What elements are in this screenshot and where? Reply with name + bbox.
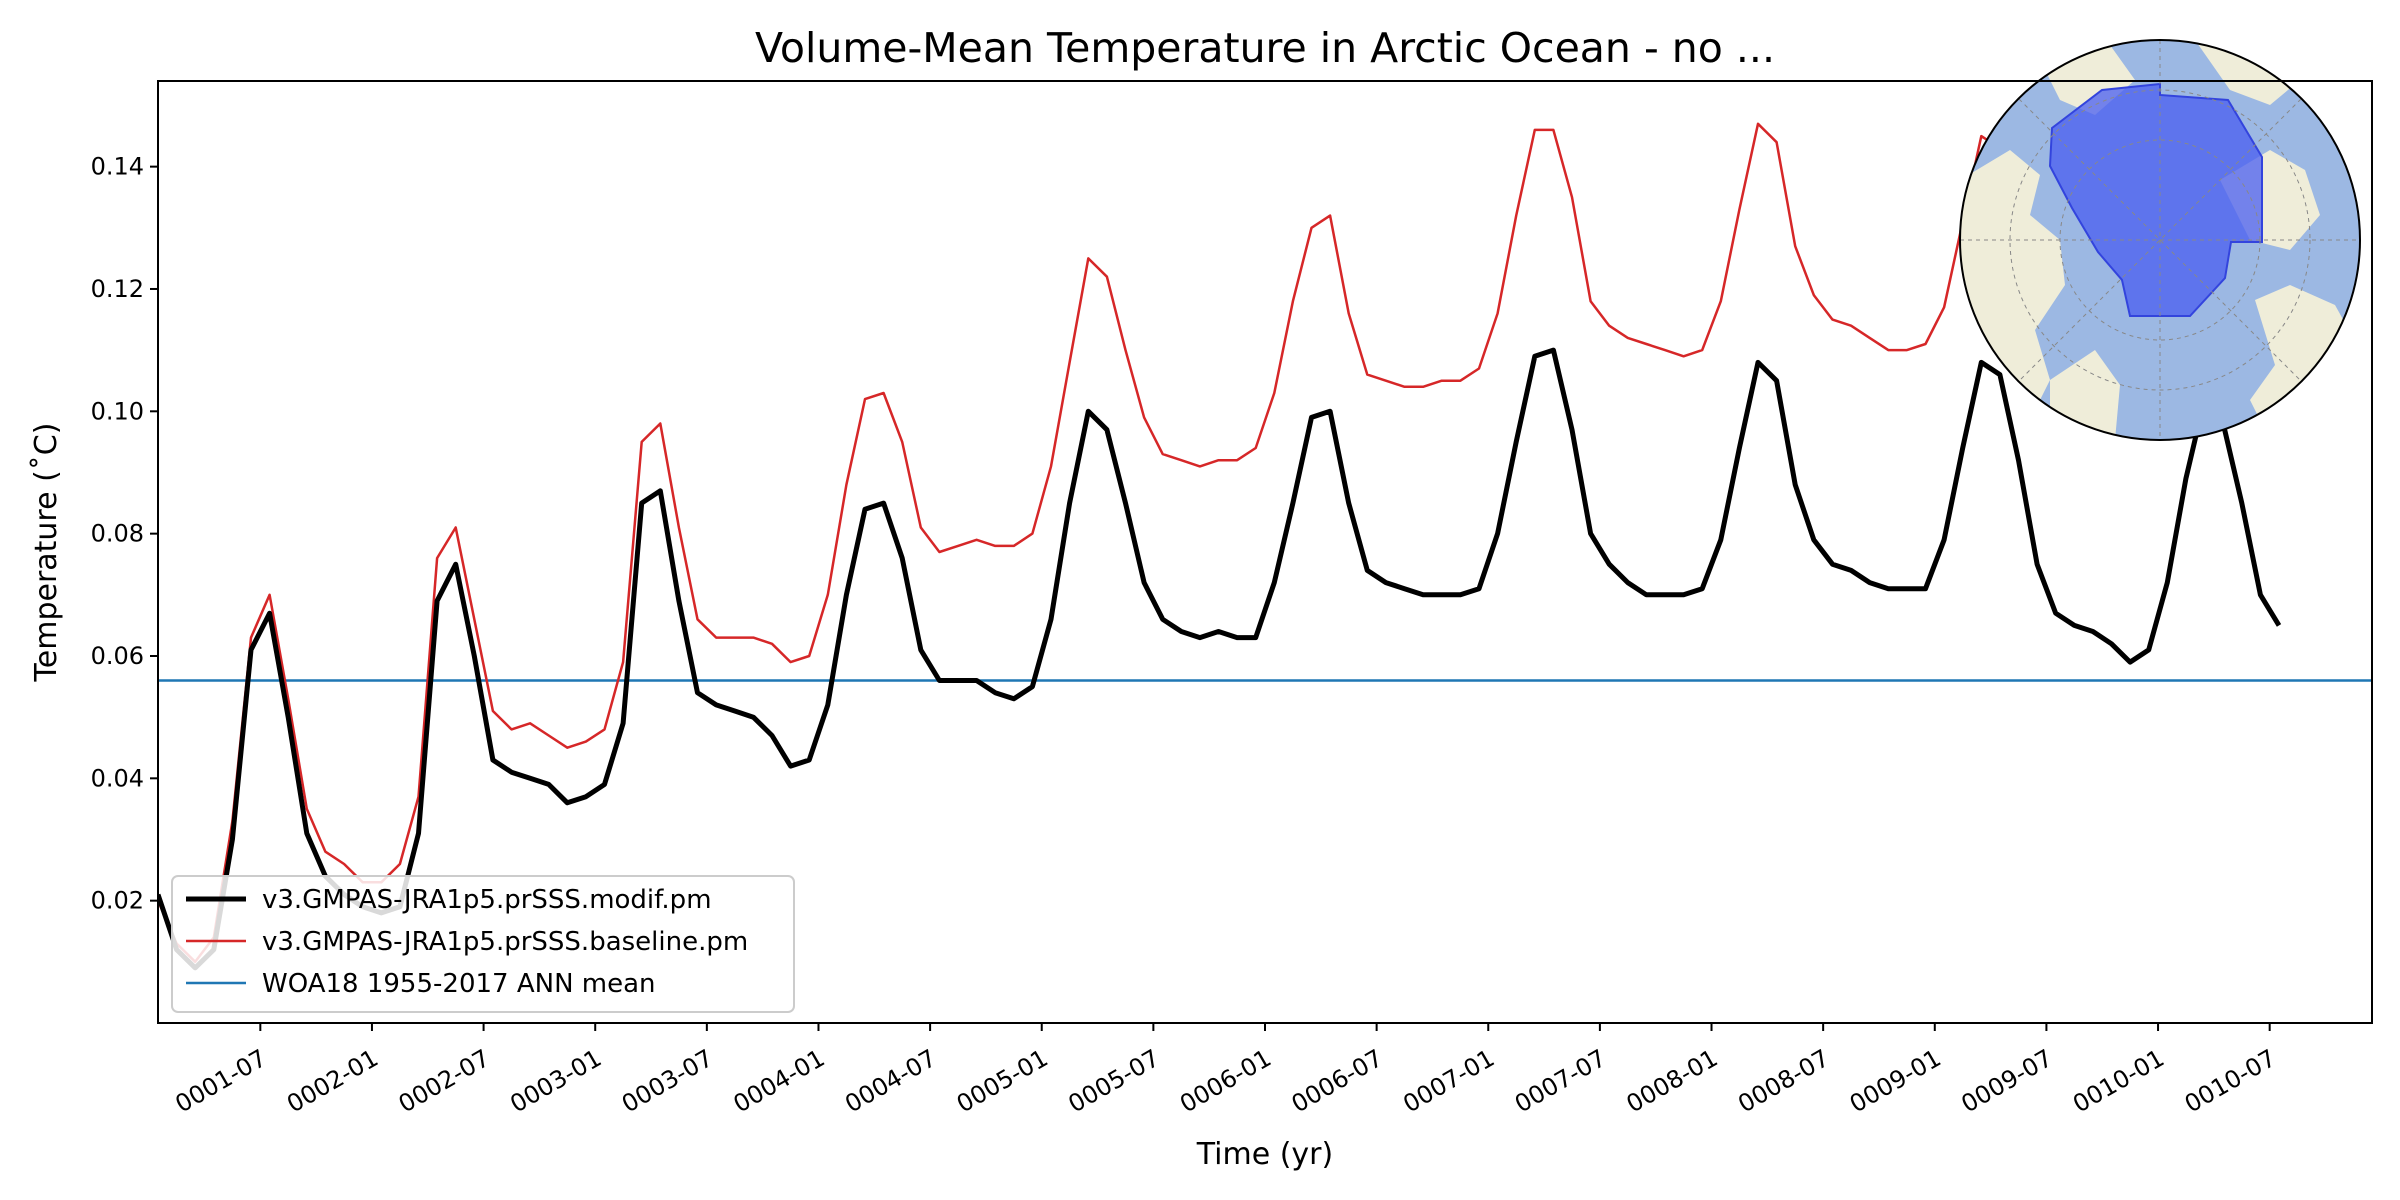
x-tick-label: 0005-07	[1064, 1044, 1165, 1118]
x-tick-label: 0002-01	[282, 1044, 383, 1118]
series-line-modif	[158, 347, 2282, 971]
y-tick-label: 0.14	[91, 153, 144, 181]
inset-border	[1959, 39, 2361, 441]
x-tick-label: 0006-07	[1287, 1044, 1388, 1118]
y-tick-label: 0.08	[91, 520, 144, 548]
y-tick-label: 0.10	[91, 397, 144, 425]
x-tick-label: 0004-07	[840, 1044, 941, 1118]
x-tick-label: 0010-07	[2180, 1044, 2281, 1118]
x-tick-label: 0007-01	[1398, 1044, 1499, 1118]
y-axis-label: Temperature (˚C)	[29, 423, 64, 683]
chart-title: Volume-Mean Temperature in Arctic Ocean …	[755, 24, 1775, 72]
plot-frame	[157, 80, 2373, 1024]
legend: v3.GMPAS-JRA1p5.prSSS.modif.pm v3.GMPAS-…	[171, 875, 795, 1013]
x-tick-label: 0009-07	[1957, 1044, 2058, 1118]
inset-polar-map	[1959, 39, 2361, 441]
legend-label-baseline: v3.GMPAS-JRA1p5.prSSS.baseline.pm	[262, 927, 748, 957]
y-tick-label: 0.02	[91, 887, 144, 915]
x-axis-label: Time (yr)	[1196, 1137, 1333, 1172]
y-tick-label: 0.06	[91, 642, 144, 670]
x-tick-label: 0008-01	[1622, 1044, 1723, 1118]
x-tick-label: 0002-07	[394, 1044, 495, 1118]
x-tick-label: 0006-01	[1175, 1044, 1276, 1118]
x-tick-label: 0009-01	[1845, 1044, 1946, 1118]
legend-label-modif: v3.GMPAS-JRA1p5.prSSS.modif.pm	[262, 885, 712, 915]
y-tick-label: 0.04	[91, 764, 144, 792]
x-tick-label: 0007-07	[1510, 1044, 1611, 1118]
x-tick-label: 0003-01	[505, 1044, 606, 1118]
x-tick-label: 0004-01	[729, 1044, 830, 1118]
legend-label-woa18: WOA18 1955-2017 ANN mean	[262, 969, 656, 999]
x-tick-label: 0005-01	[952, 1044, 1053, 1118]
series-lines	[158, 122, 2372, 971]
x-tick-label: 0008-07	[1733, 1044, 1834, 1118]
legend-box	[171, 875, 795, 1013]
x-tick-label: 0003-07	[617, 1044, 718, 1118]
y-tick-label: 0.12	[91, 275, 144, 303]
x-tick-label: 0010-01	[2068, 1044, 2169, 1118]
x-tick-label: 0001-07	[170, 1044, 271, 1118]
series-line-baseline	[158, 122, 2281, 964]
